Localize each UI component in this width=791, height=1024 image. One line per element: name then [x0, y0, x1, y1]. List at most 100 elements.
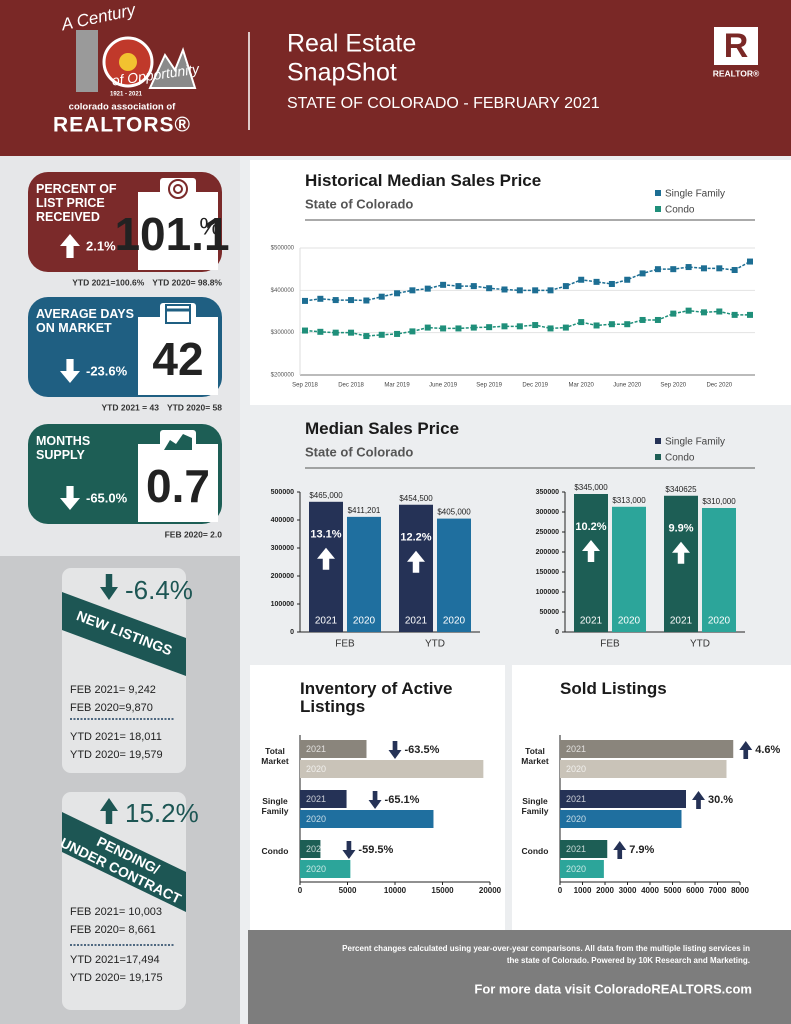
arrow-icon	[613, 841, 627, 859]
point	[409, 287, 416, 294]
y-tick-label: 200000	[271, 573, 294, 580]
x-tick-label: 1000	[574, 886, 592, 895]
text-box: MONTHS SUPPLY	[36, 434, 91, 462]
x-tick-label: 5000	[664, 886, 682, 895]
point	[348, 329, 355, 336]
point	[424, 324, 431, 331]
arrow-icon	[739, 741, 753, 759]
bar	[347, 516, 381, 632]
chart-title: Inventory of Active Listings	[300, 680, 453, 716]
change-label: 9.9%	[668, 523, 693, 535]
text-box: Total Market	[521, 746, 549, 766]
bar-series-label: 2021	[306, 794, 326, 804]
category-label: Single Family	[521, 796, 549, 816]
point	[501, 286, 508, 293]
arrow-icon	[368, 791, 382, 809]
bar-series-label: 2020	[708, 616, 731, 627]
value-label: $454,500	[399, 494, 433, 503]
point	[317, 295, 324, 302]
text-box: Median Sales Price	[305, 420, 460, 438]
text-box: Historical Median Sales Price	[305, 172, 541, 190]
chart-title: Median Sales Price	[305, 420, 460, 438]
stat-note: YTD 2020= 98.8%	[152, 277, 222, 287]
stat-change: 2.1%	[86, 238, 116, 253]
point	[639, 270, 646, 277]
x-tick-label: YTD	[690, 639, 710, 650]
logo-assoc: colorado association of	[69, 102, 176, 113]
x-tick-label: FEB	[600, 639, 620, 650]
x-tick-label: 0	[298, 886, 303, 895]
y-tick-label: 200000	[536, 549, 559, 556]
point	[593, 322, 600, 329]
change-label: 13.1%	[310, 529, 341, 541]
change-label: 7.9%	[629, 844, 654, 856]
bar	[612, 506, 646, 632]
bar-series-label: 2021	[670, 616, 693, 627]
x-tick-label: 5000	[339, 886, 357, 895]
legend-label: Condo	[665, 453, 695, 464]
bar	[300, 760, 484, 778]
x-tick-label: Sep 2020	[660, 383, 686, 389]
point	[654, 316, 661, 323]
text-box: Condo	[261, 846, 289, 856]
point	[700, 265, 707, 272]
stat-label: MONTHS SUPPLY	[36, 434, 91, 462]
point	[363, 333, 370, 340]
bar-series-label: 2020	[566, 864, 586, 874]
x-tick-label: 0	[558, 886, 563, 895]
x-tick-label: 15000	[431, 886, 454, 895]
arrow-icon	[60, 234, 80, 258]
arrow-icon	[60, 359, 80, 383]
stat-icon	[164, 434, 192, 450]
listing-banner	[62, 592, 186, 676]
point	[624, 276, 631, 283]
y-tick-label: 100000	[271, 601, 294, 608]
point	[578, 276, 585, 283]
stat-value-box	[138, 192, 218, 270]
point	[685, 307, 692, 314]
change-label: -59.5%	[358, 844, 393, 856]
point	[716, 308, 723, 315]
y-tick-label: 50000	[540, 609, 560, 616]
bar-series-label: 2021	[580, 616, 603, 627]
x-tick-label: 20000	[479, 886, 502, 895]
bar	[560, 760, 727, 778]
x-tick-label: Dec 2019	[522, 383, 548, 389]
point	[532, 322, 539, 329]
value-label: $340625	[665, 485, 697, 494]
listing-line: FEB 2021= 9,242	[70, 684, 156, 696]
listing-banner	[62, 812, 186, 912]
header-subtitle: STATE OF COLORADO - FEBRUARY 2021	[287, 95, 600, 112]
header-title: Real Estate	[287, 30, 416, 58]
category-label: Total Market	[521, 746, 549, 766]
bar	[702, 508, 736, 632]
text-box: Percent changes calculated using year-ov…	[342, 944, 750, 965]
point	[501, 323, 508, 330]
point	[317, 328, 324, 335]
stat-value: 42	[152, 333, 203, 385]
chart-subtitle: State of Colorado	[305, 196, 413, 211]
bar-series-label: 2020	[566, 814, 586, 824]
stat-note: YTD 2021 = 43	[102, 402, 160, 412]
y-tick-label: 300000	[536, 509, 559, 516]
legend-swatch	[655, 190, 661, 196]
footer-band	[248, 930, 791, 1024]
point	[470, 324, 477, 331]
point	[716, 265, 723, 272]
point	[378, 293, 385, 300]
point	[700, 309, 707, 316]
bar	[560, 840, 608, 858]
bar	[437, 518, 471, 632]
footer-link: For more data visit ColoradoREALTORS.com	[474, 981, 752, 996]
bar-series-label: 2020	[306, 864, 326, 874]
inventory-panel	[250, 665, 505, 930]
bar-series-label: 2021	[405, 616, 428, 627]
legend-swatch	[655, 454, 661, 460]
logo-one	[76, 30, 98, 92]
point	[455, 325, 462, 332]
listing-line: YTD 2020= 19,579	[70, 749, 163, 761]
y-tick-label: $300000	[271, 330, 295, 336]
change-label: 30.%	[708, 794, 733, 806]
category-label: Condo	[261, 846, 289, 856]
listing-change: -6.4%	[125, 575, 193, 605]
